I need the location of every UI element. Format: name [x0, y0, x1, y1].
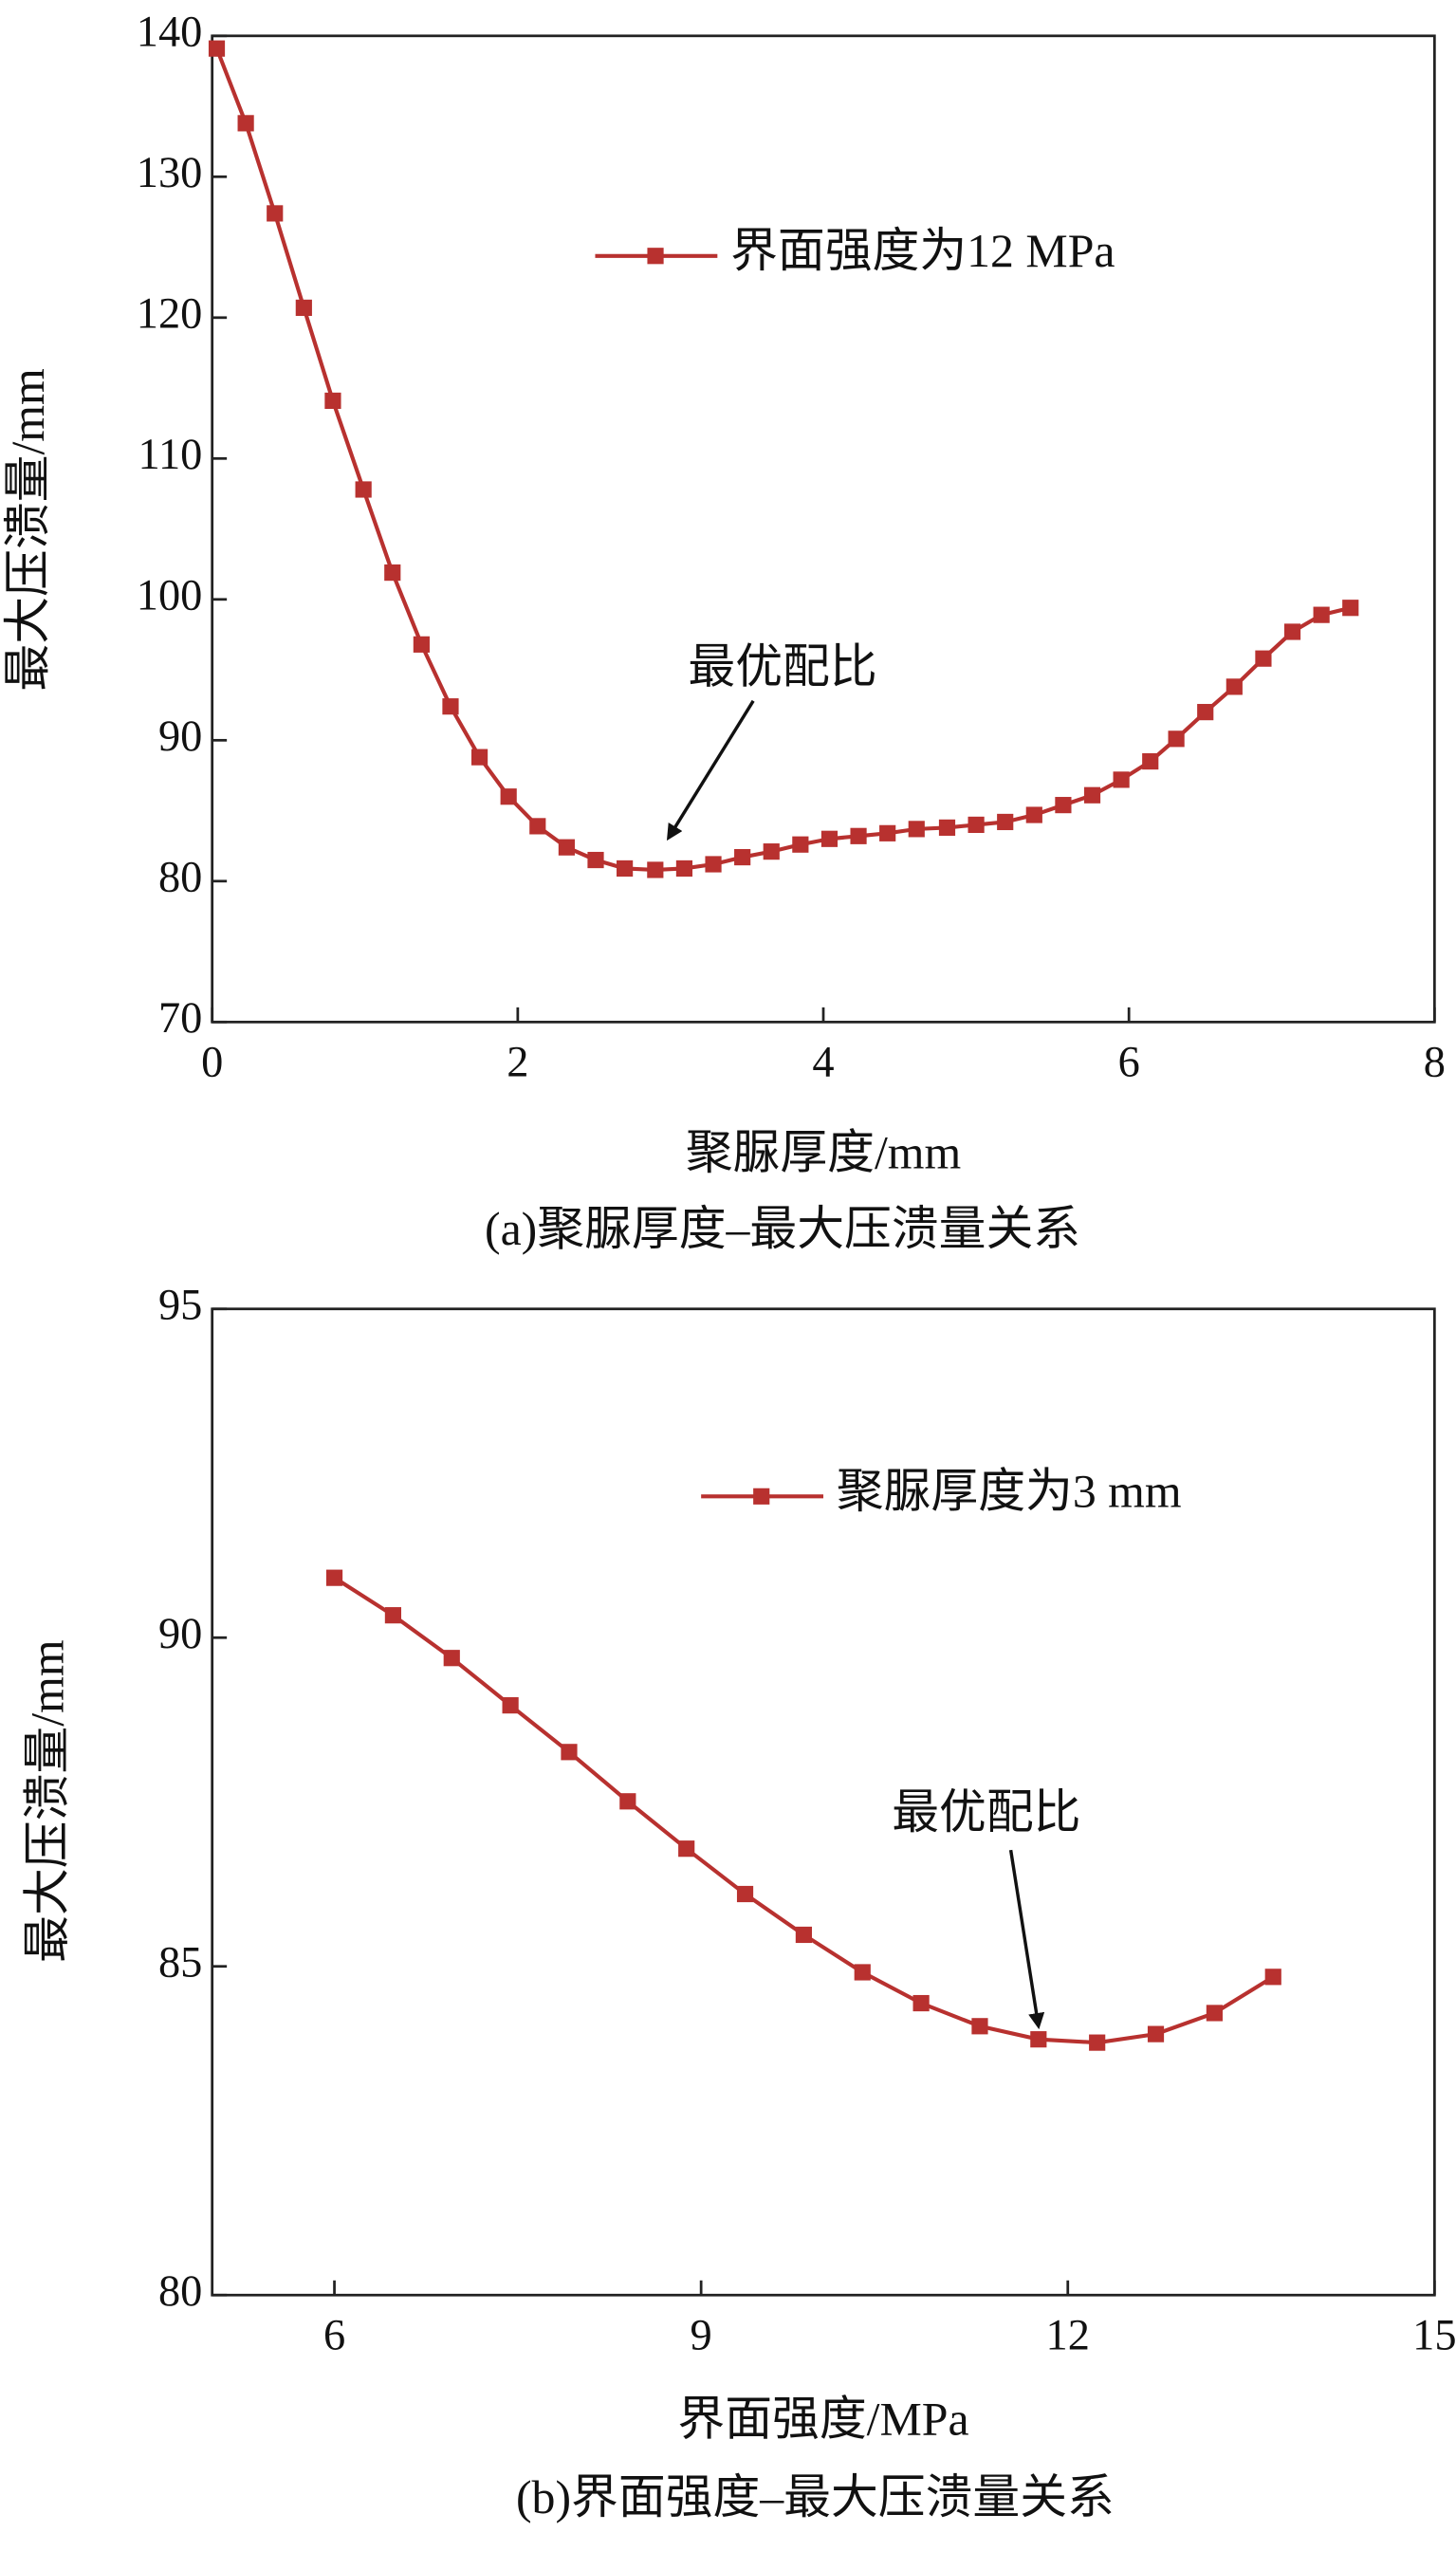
caption: (a)聚脲厚度–最大压溃量关系: [485, 1203, 1080, 1255]
legend-label: 聚脲厚度为3 mm: [837, 1466, 1182, 1518]
point: [384, 1607, 401, 1624]
point: [1226, 678, 1243, 695]
point: [763, 843, 780, 860]
point: [879, 824, 896, 841]
x-tick-label: 9: [691, 2311, 712, 2359]
point: [442, 698, 459, 715]
y-tick-label: 80: [158, 853, 202, 901]
legend-marker: [647, 248, 664, 265]
point: [705, 856, 722, 873]
point: [1025, 806, 1042, 823]
point: [502, 1697, 519, 1714]
point: [208, 40, 226, 57]
x-tick-label: 6: [1118, 1038, 1140, 1086]
point: [295, 299, 312, 317]
point: [1030, 2031, 1047, 2048]
annotation: 最优配比: [892, 1786, 1080, 1839]
x-axis-label: 界面强度/MPa: [677, 2393, 968, 2445]
y-axis-label: 最大压溃量/mm: [2, 368, 54, 691]
x-tick-label: 4: [812, 1038, 834, 1086]
x-axis-label: 聚脲厚度/mm: [686, 1126, 962, 1178]
caption: (b)界面强度–最大压溃量关系: [516, 2471, 1115, 2523]
point: [820, 830, 839, 847]
point: [795, 1926, 812, 1944]
point: [1083, 786, 1101, 804]
plot-frame: [211, 1307, 1436, 2297]
y-tick-label: 140: [137, 8, 203, 56]
point: [850, 827, 867, 844]
x-tick-label: 12: [1046, 2311, 1090, 2359]
point: [1313, 606, 1330, 623]
y-tick-label: 95: [158, 1281, 202, 1329]
point: [529, 818, 546, 835]
point: [647, 861, 664, 878]
point: [1055, 797, 1072, 814]
point: [908, 821, 925, 838]
point: [558, 839, 575, 856]
point: [355, 481, 372, 498]
point: [792, 836, 809, 853]
point: [561, 1744, 578, 1761]
series-line: [333, 1576, 1275, 2045]
series-line: [214, 47, 1352, 872]
point: [1283, 623, 1301, 640]
point: [1142, 752, 1159, 770]
point: [971, 2018, 988, 2035]
point: [1206, 2005, 1223, 2022]
point: [912, 1994, 930, 2012]
point: [443, 1650, 460, 1667]
y-tick-label: 90: [158, 1610, 202, 1658]
point: [267, 205, 284, 222]
point: [678, 1840, 695, 1858]
point: [587, 851, 604, 869]
point: [736, 1885, 754, 1903]
x-tick-label: 15: [1412, 2311, 1456, 2359]
x-tick-label: 8: [1424, 1038, 1446, 1086]
point: [734, 848, 751, 866]
point: [938, 819, 956, 836]
point: [997, 813, 1014, 831]
point: [675, 860, 693, 878]
point: [1113, 771, 1130, 788]
y-tick-label: 80: [158, 2267, 202, 2316]
annotation-arrow: [1008, 1849, 1045, 2030]
point: [237, 115, 254, 132]
point: [1089, 2034, 1106, 2051]
y-tick-label: 110: [138, 431, 203, 479]
y-tick-label: 100: [137, 571, 203, 619]
legend-marker: [753, 1488, 770, 1505]
point: [854, 1964, 871, 1981]
point: [617, 860, 634, 878]
y-tick-label: 90: [158, 712, 202, 761]
y-tick-label: 120: [137, 289, 203, 338]
point: [325, 1569, 343, 1586]
point: [1264, 1969, 1281, 1986]
point: [1147, 2025, 1165, 2043]
point: [500, 788, 517, 805]
y-tick-label: 70: [158, 994, 202, 1043]
legend-label: 界面强度为12 MPa: [730, 225, 1115, 277]
plot-frame: [211, 34, 1436, 1024]
y-tick-label: 130: [137, 149, 203, 197]
point: [1168, 730, 1185, 748]
point: [384, 564, 401, 582]
x-tick-label: 2: [507, 1038, 528, 1086]
x-tick-label: 6: [323, 2311, 345, 2359]
point: [324, 392, 341, 410]
x-tick-label: 0: [201, 1038, 223, 1086]
point: [1342, 600, 1359, 617]
point: [413, 636, 430, 653]
y-tick-label: 85: [158, 1938, 202, 1987]
point: [1255, 650, 1272, 667]
annotation-arrow: [666, 699, 755, 841]
point: [470, 749, 488, 766]
point: [619, 1793, 636, 1810]
y-axis-label: 最大压溃量/mm: [22, 1639, 74, 1962]
point: [1197, 704, 1214, 721]
point: [968, 816, 985, 834]
annotation: 最优配比: [688, 640, 876, 693]
